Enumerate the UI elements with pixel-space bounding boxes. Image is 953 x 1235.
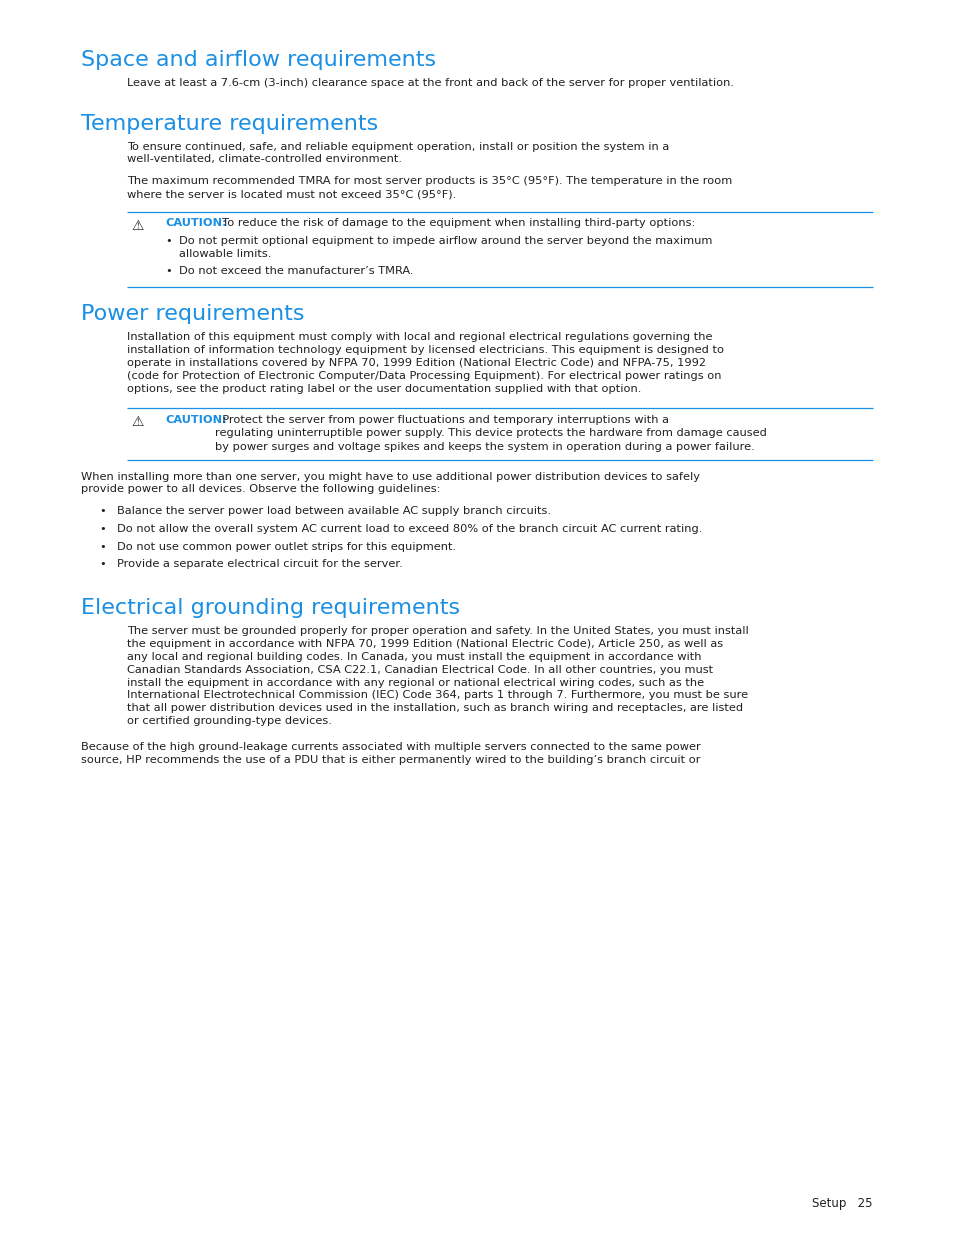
Text: •: • <box>165 266 172 275</box>
Text: ⚠: ⚠ <box>131 415 143 429</box>
Text: To ensure continued, safe, and reliable equipment operation, install or position: To ensure continued, safe, and reliable … <box>127 142 669 164</box>
Text: The server must be grounded properly for proper operation and safety. In the Uni: The server must be grounded properly for… <box>127 626 748 726</box>
Text: CAUTION:: CAUTION: <box>165 219 227 228</box>
Text: To reduce the risk of damage to the equipment when installing third-party option: To reduce the risk of damage to the equi… <box>214 219 695 228</box>
Text: Do not use common power outlet strips for this equipment.: Do not use common power outlet strips fo… <box>117 541 456 552</box>
Text: Electrical grounding requirements: Electrical grounding requirements <box>81 599 459 619</box>
Text: regulating uninterruptible power supply. This device protects the hardware from : regulating uninterruptible power supply.… <box>214 429 766 438</box>
Text: •: • <box>99 559 106 569</box>
Text: The maximum recommended TMRA for most server products is 35°C (95°F). The temper: The maximum recommended TMRA for most se… <box>127 177 732 199</box>
Text: Protect the server from power fluctuations and temporary interruptions with a: Protect the server from power fluctuatio… <box>214 415 668 425</box>
Text: Balance the server power load between available AC supply branch circuits.: Balance the server power load between av… <box>117 506 551 516</box>
Text: Do not exceed the manufacturer’s TMRA.: Do not exceed the manufacturer’s TMRA. <box>179 266 413 275</box>
Text: •: • <box>99 524 106 534</box>
Text: When installing more than one server, you might have to use additional power dis: When installing more than one server, yo… <box>81 472 700 494</box>
Text: Do not permit optional equipment to impede airflow around the server beyond the : Do not permit optional equipment to impe… <box>179 236 712 259</box>
Text: Because of the high ground-leakage currents associated with multiple servers con: Because of the high ground-leakage curre… <box>81 742 700 766</box>
Text: Power requirements: Power requirements <box>81 305 304 325</box>
Text: Space and airflow requirements: Space and airflow requirements <box>81 49 436 70</box>
Text: Installation of this equipment must comply with local and regional electrical re: Installation of this equipment must comp… <box>127 332 723 394</box>
Text: •: • <box>99 541 106 552</box>
Text: •: • <box>165 236 172 246</box>
Text: Provide a separate electrical circuit for the server.: Provide a separate electrical circuit fo… <box>117 559 402 569</box>
Text: Setup   25: Setup 25 <box>812 1197 872 1210</box>
Text: ⚠: ⚠ <box>131 219 143 232</box>
Text: Leave at least a 7.6-cm (3-inch) clearance space at the front and back of the se: Leave at least a 7.6-cm (3-inch) clearan… <box>127 78 733 88</box>
Text: •: • <box>99 506 106 516</box>
Text: by power surges and voltage spikes and keeps the system in operation during a po: by power surges and voltage spikes and k… <box>214 442 754 452</box>
Text: CAUTION:: CAUTION: <box>165 415 227 425</box>
Text: Do not allow the overall system AC current load to exceed 80% of the branch circ: Do not allow the overall system AC curre… <box>117 524 701 534</box>
Text: Temperature requirements: Temperature requirements <box>81 114 377 133</box>
